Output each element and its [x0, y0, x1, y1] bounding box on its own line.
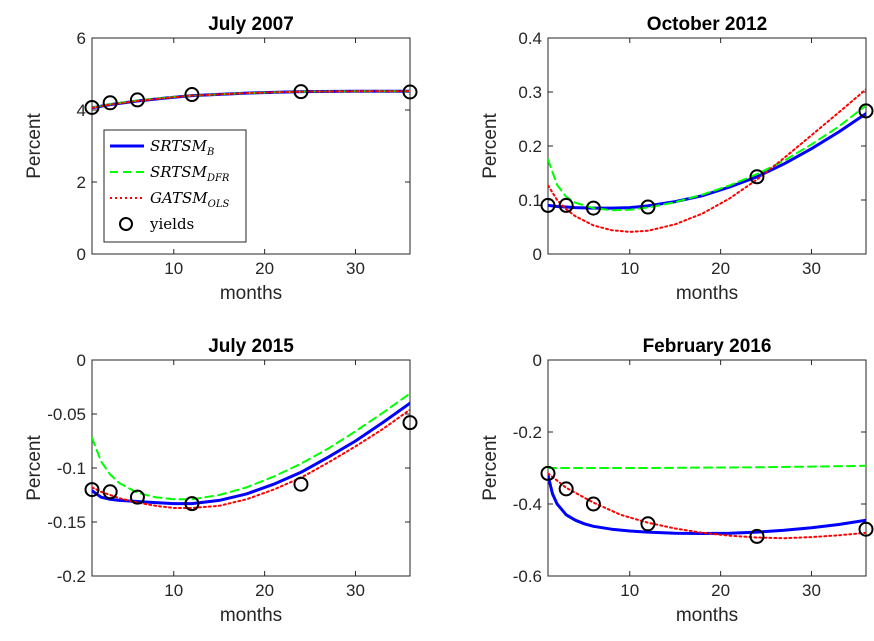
y-tick-label: -0.2	[513, 423, 542, 442]
y-tick-label: 4	[77, 101, 86, 120]
series-group	[548, 464, 866, 540]
yield-point	[585, 496, 601, 512]
x-tick-label: 20	[711, 581, 730, 600]
y-tick-label: 0	[533, 351, 542, 370]
yield-point	[749, 528, 765, 544]
yield-point	[640, 516, 656, 532]
y-axis-label: Percent	[24, 435, 45, 501]
chart-title: July 2007	[208, 14, 294, 35]
yield-point	[129, 489, 145, 505]
y-tick-label: 0.1	[518, 191, 542, 210]
y-axis-label: Percent	[24, 113, 45, 179]
y-tick-label: -0.15	[47, 513, 86, 532]
legend-label-yields: yields	[149, 215, 194, 233]
y-tick-label: 0	[77, 245, 86, 264]
y-tick-label: 0.2	[518, 137, 542, 156]
y-tick-label: 0	[77, 351, 86, 370]
series-line-srtsm_b	[92, 401, 410, 506]
x-axis-label: months	[676, 283, 738, 304]
subplot-2: 0 0.1 0.2 0.3 0.4 10 20 30 October 2012 months Per…	[480, 14, 874, 304]
legend-box	[103, 129, 247, 243]
series-line-srtsm_dfr	[92, 392, 410, 501]
x-axis-label: months	[220, 283, 282, 304]
y-tick-label: 2	[77, 173, 86, 192]
yield-point	[293, 476, 309, 492]
legend-marker-yields	[119, 217, 133, 231]
y-tick-label: 0	[533, 245, 542, 264]
y-tick-label: -0.05	[47, 405, 86, 424]
series-line-gatsm_ols	[92, 90, 410, 109]
y-tick-label: 6	[77, 29, 86, 48]
yield-point	[102, 484, 118, 500]
subplot-3: -0.2 -0.15 -0.1 -0.05 0 10 20 30 July 2015 months…	[24, 336, 418, 626]
x-tick-label: 30	[802, 259, 821, 278]
yield-point	[858, 521, 874, 537]
legend-label-srtsm_b: SRTSMB	[150, 137, 214, 158]
yield-point	[84, 482, 100, 498]
x-axis-label: months	[220, 605, 282, 626]
x-tick-label: 20	[711, 259, 730, 278]
series-line-srtsm_b	[548, 112, 866, 210]
yield-point	[558, 197, 574, 213]
x-tick-label: 20	[255, 581, 274, 600]
yield-point	[402, 84, 418, 100]
y-tick-label: -0.4	[513, 495, 542, 514]
x-tick-label: 20	[255, 259, 274, 278]
yield-point	[293, 84, 309, 100]
y-tick-label: -0.2	[57, 567, 86, 586]
x-axis-label: months	[676, 605, 738, 626]
legend: SRTSMB SRTSMDFR GATSMOLS yields	[103, 129, 247, 243]
yield-point	[102, 95, 118, 111]
chart-title: October 2012	[647, 14, 767, 35]
legend-label-srtsm_dfr: SRTSMDFR	[150, 163, 230, 184]
yield-point	[858, 103, 874, 119]
series-line-gatsm_ols	[548, 472, 866, 540]
legend-label-gatsm_ols: GATSMOLS	[150, 189, 229, 210]
y-axis-label: Percent	[480, 113, 501, 179]
yield-point	[540, 465, 556, 481]
chart-title: February 2016	[643, 336, 772, 357]
yield-point	[640, 199, 656, 215]
yield-point	[585, 200, 601, 216]
yield-point	[749, 169, 765, 185]
series-line-gatsm_ols	[548, 88, 866, 233]
yield-point	[184, 87, 200, 103]
y-tick-label: 0.4	[518, 29, 542, 48]
x-tick-label: 10	[164, 581, 183, 600]
x-tick-label: 30	[346, 259, 365, 278]
yield-point	[540, 197, 556, 213]
series-group	[92, 89, 410, 110]
x-tick-label: 10	[620, 581, 639, 600]
chart-title: July 2015	[208, 336, 294, 357]
x-tick-label: 30	[802, 581, 821, 600]
yield-point	[129, 92, 145, 108]
x-tick-label: 10	[164, 259, 183, 278]
yield-point	[558, 481, 574, 497]
y-tick-label: 0.3	[518, 83, 542, 102]
series-line-srtsm_dfr	[548, 464, 866, 469]
yield-point	[84, 99, 100, 115]
x-tick-label: 30	[346, 581, 365, 600]
series-line-srtsm_b	[548, 473, 866, 535]
subplot-4: -0.6 -0.4 -0.2 0 10 20 30 February 2016 months Pe…	[480, 336, 874, 626]
yield-point	[402, 415, 418, 431]
y-tick-label: -0.1	[57, 459, 86, 478]
y-tick-label: -0.6	[513, 567, 542, 586]
y-axis-label: Percent	[480, 435, 501, 501]
yield-point	[184, 496, 200, 512]
plot-area	[91, 359, 411, 577]
x-tick-label: 10	[620, 259, 639, 278]
